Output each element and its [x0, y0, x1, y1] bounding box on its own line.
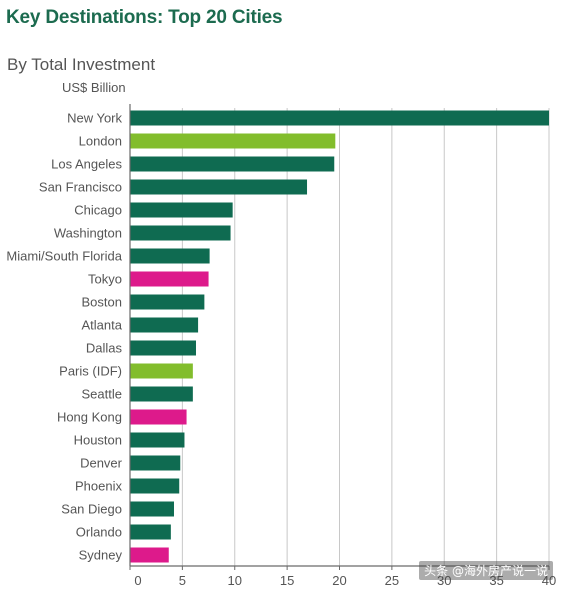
bar: [130, 455, 181, 471]
bar: [130, 340, 196, 356]
x-tick-label: 35: [489, 573, 503, 588]
gridlines: [181, 108, 550, 566]
bars: [130, 110, 549, 563]
category-label: San Diego: [61, 502, 122, 517]
bar: [130, 409, 187, 425]
bar: [130, 524, 171, 540]
category-label: Orlando: [76, 525, 122, 540]
bar: [130, 133, 336, 149]
chart-subtitle: By Total Investment: [7, 55, 156, 74]
axis-unit-label: US$ Billion: [62, 80, 126, 95]
axes: [129, 104, 550, 570]
x-tick-label: 5: [179, 573, 186, 588]
x-tick-label: 10: [228, 573, 242, 588]
bar: [130, 110, 549, 126]
bar: [130, 386, 193, 402]
category-label: London: [79, 134, 122, 149]
bar: [130, 363, 193, 379]
x-tick-label: 15: [280, 573, 294, 588]
category-label: San Francisco: [39, 180, 122, 195]
x-tick-label: 25: [385, 573, 399, 588]
bar: [130, 501, 174, 517]
x-tick-label: 30: [437, 573, 451, 588]
bar: [130, 156, 335, 172]
bar: [130, 294, 205, 310]
category-label: Los Angeles: [51, 157, 122, 172]
bar: [130, 248, 210, 264]
category-label: New York: [67, 111, 122, 126]
bar: [130, 317, 199, 333]
bar: [130, 271, 209, 287]
category-label: Seattle: [82, 387, 122, 402]
chart-title: Key Destinations: Top 20 Cities: [6, 7, 283, 28]
category-label: Paris (IDF): [59, 364, 122, 379]
bar: [130, 179, 308, 195]
category-label: Atlanta: [82, 318, 123, 333]
bar: [130, 225, 231, 241]
category-label: Boston: [82, 295, 122, 310]
x-tick-label: 0: [134, 573, 141, 588]
bar: [130, 478, 180, 494]
bar: [130, 547, 169, 563]
category-label: Sydney: [79, 548, 123, 563]
category-label: Hong Kong: [57, 410, 122, 425]
category-label: Houston: [74, 433, 122, 448]
category-label: Phoenix: [75, 479, 122, 494]
watermark: 头条 @海外房产说一说: [419, 561, 553, 580]
category-label: Tokyo: [88, 272, 122, 287]
x-tick-labels: 0 5 10 15 20 25 30 35 40: [134, 573, 556, 588]
x-tick-label: 40: [542, 573, 556, 588]
x-tick-label: 20: [332, 573, 346, 588]
category-label: Chicago: [74, 203, 122, 218]
category-label: Miami/South Florida: [6, 249, 122, 264]
category-label: Washington: [54, 226, 122, 241]
bar: [130, 202, 233, 218]
category-labels: New York London Los Angeles San Francisco Ch…: [6, 111, 122, 563]
category-label: Denver: [80, 456, 123, 471]
bar: [130, 432, 185, 448]
category-label: Dallas: [86, 341, 123, 356]
